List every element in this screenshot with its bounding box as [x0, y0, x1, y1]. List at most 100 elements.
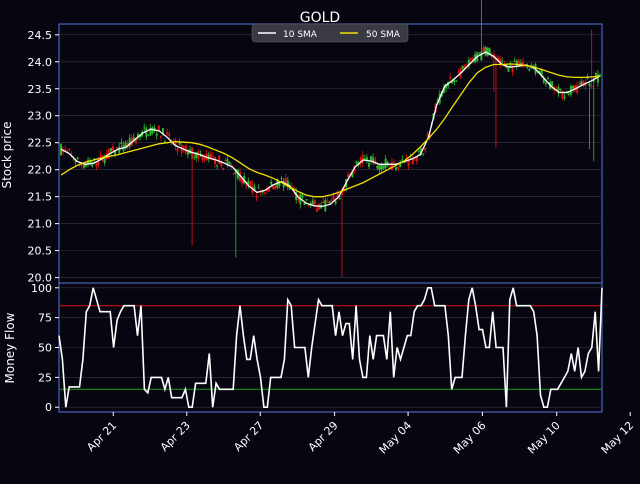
- candle-body: [571, 85, 574, 89]
- candle-body: [445, 83, 447, 89]
- candle-body: [338, 198, 341, 200]
- candle-body: [315, 208, 318, 212]
- candle-body: [166, 132, 169, 134]
- candle-body: [513, 60, 516, 62]
- candle-body: [599, 74, 601, 77]
- candle-body: [590, 85, 593, 87]
- price-axis-label: Stock price: [0, 122, 14, 189]
- candle-body: [540, 70, 543, 77]
- candle-body: [184, 145, 187, 153]
- candle-body: [480, 51, 483, 61]
- candle-body: [263, 192, 266, 194]
- legend-box: [251, 23, 409, 43]
- candle-body: [374, 159, 377, 165]
- candle-body: [236, 169, 239, 179]
- candle-body: [305, 199, 308, 201]
- candle-body: [255, 195, 258, 198]
- candle-body: [578, 83, 581, 85]
- candle-body: [157, 125, 160, 131]
- candle-body: [220, 161, 223, 167]
- candle-body: [415, 156, 418, 162]
- candle-body: [103, 155, 106, 163]
- candle-body: [368, 163, 370, 167]
- price-tick-label: 21.0: [28, 218, 53, 231]
- candle-body: [524, 65, 527, 67]
- candle-body: [378, 165, 381, 171]
- candle-body: [457, 72, 460, 74]
- candle-body: [463, 64, 466, 68]
- candle-body: [80, 164, 83, 166]
- candle-body: [461, 65, 464, 70]
- candle-body: [132, 137, 135, 140]
- candle-body: [355, 161, 358, 164]
- candle-body: [363, 158, 366, 160]
- candle-body: [563, 96, 566, 99]
- candle-body: [596, 74, 599, 83]
- candle-body: [442, 87, 445, 94]
- price-tick-label: 23.0: [28, 110, 53, 123]
- candle-body: [232, 172, 235, 174]
- candle-body: [68, 148, 71, 151]
- price-tick-label: 24.0: [28, 56, 53, 69]
- candle-body: [347, 174, 350, 178]
- candle-body: [574, 85, 577, 91]
- candle-body: [84, 163, 87, 167]
- candle-body: [499, 58, 502, 65]
- candle-body: [178, 141, 181, 145]
- candle-body: [109, 147, 112, 152]
- candle-body: [544, 83, 547, 85]
- candle-body: [478, 52, 481, 54]
- candle-body: [272, 186, 275, 190]
- sma50-line: [60, 63, 601, 198]
- price-panel: 20.0 20.5 21.0 21.5 22.0 22.5 23.0 23.5 24.0 24.5: [28, 0, 603, 285]
- candle-body: [465, 64, 468, 66]
- candle-body: [403, 162, 406, 164]
- candle-body: [351, 171, 354, 177]
- candle-body: [99, 154, 102, 156]
- candle-body: [370, 155, 373, 161]
- candle-body: [426, 135, 429, 137]
- candle-body: [376, 165, 379, 169]
- sma10-line: [60, 51, 601, 208]
- candle-body: [193, 156, 196, 158]
- candle-body: [372, 157, 375, 162]
- candle-body: [580, 81, 583, 86]
- candle-body: [328, 201, 331, 204]
- candle-body: [245, 185, 248, 187]
- candle-body: [557, 87, 560, 94]
- candle-body: [249, 181, 252, 185]
- candle-body: [259, 191, 262, 193]
- money-flow-tick-label: 0: [45, 401, 52, 414]
- legend-label-sma10: 10 SMA: [283, 30, 318, 40]
- candle-body: [588, 83, 591, 87]
- candle-body: [66, 150, 69, 152]
- candle-body: [207, 154, 210, 160]
- candle-body: [417, 151, 420, 153]
- candle-body: [295, 192, 298, 200]
- candle-body: [488, 48, 491, 56]
- candle-body: [507, 67, 510, 72]
- candle-body: [422, 153, 425, 155]
- candle-body: [280, 178, 283, 180]
- candle-body: [546, 78, 549, 80]
- price-tick-label: 24.5: [28, 29, 53, 42]
- candle-body: [538, 70, 541, 75]
- candle-body: [592, 80, 595, 82]
- candle-body: [551, 81, 554, 87]
- price-tick-label: 22.5: [28, 137, 53, 150]
- candle-body: [561, 90, 564, 99]
- candle-body: [301, 195, 304, 198]
- candle-body: [405, 157, 408, 160]
- candle-body: [307, 204, 310, 207]
- candle-body: [118, 146, 121, 154]
- candle-body: [197, 151, 200, 159]
- candle-body: [490, 56, 493, 58]
- candle-body: [139, 134, 142, 138]
- candle-body: [128, 138, 131, 147]
- candle-body: [567, 93, 570, 95]
- candle-body: [511, 68, 514, 73]
- candle-body: [424, 147, 427, 151]
- legend-label-sma50: 50 SMA: [366, 30, 401, 40]
- candle-body: [334, 201, 337, 204]
